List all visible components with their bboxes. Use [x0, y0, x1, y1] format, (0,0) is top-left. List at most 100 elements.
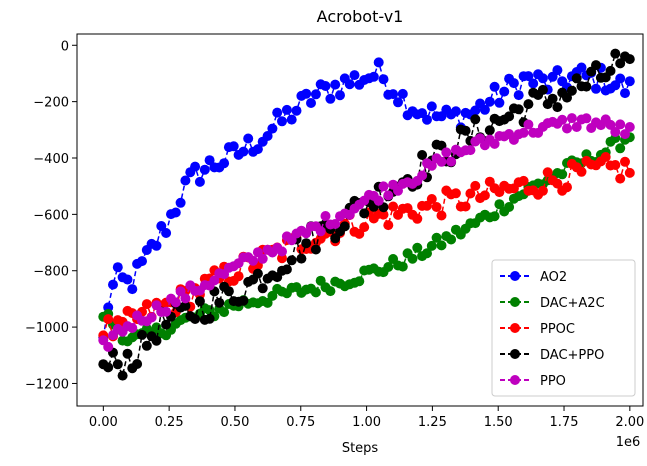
data-point	[504, 111, 515, 122]
data-point	[426, 194, 437, 204]
data-point	[301, 238, 312, 249]
data-point	[431, 202, 442, 212]
data-point	[537, 73, 548, 84]
legend-label: PPO	[540, 374, 566, 389]
data-point	[624, 76, 635, 87]
legend: AO2 DAC+A2C PPOC DAC+PPO PPO	[491, 259, 636, 397]
data-point	[330, 219, 341, 229]
data-point	[170, 207, 181, 218]
data-point	[349, 70, 360, 81]
data-point	[441, 147, 452, 158]
legend-marker	[510, 271, 520, 281]
data-point	[272, 107, 283, 118]
data-point	[591, 83, 601, 94]
data-point	[436, 210, 447, 221]
data-point	[277, 246, 287, 257]
y-tick-label: −600	[33, 208, 69, 223]
data-point	[417, 170, 428, 181]
data-point	[344, 79, 355, 90]
data-point	[315, 226, 326, 237]
data-layer	[98, 48, 635, 381]
data-point	[615, 143, 626, 154]
data-point	[552, 178, 563, 189]
data-point	[238, 295, 249, 306]
data-point	[615, 119, 626, 130]
legend-marker	[510, 323, 520, 333]
data-point	[223, 286, 234, 297]
data-point	[465, 145, 476, 156]
legend-box	[491, 259, 636, 397]
x-tick-label: 0.00	[89, 415, 118, 430]
data-point	[624, 122, 635, 132]
data-point	[103, 341, 114, 352]
data-point	[199, 164, 210, 175]
data-point	[388, 201, 399, 212]
data-point	[465, 188, 476, 199]
data-point	[528, 78, 539, 89]
data-point	[330, 79, 341, 90]
data-point	[494, 199, 505, 210]
data-point	[252, 268, 263, 279]
data-point	[112, 262, 123, 273]
data-point	[103, 362, 114, 373]
data-point	[576, 166, 587, 177]
plot-frame	[76, 33, 644, 407]
legend-label: PPOC	[540, 322, 575, 337]
data-point	[460, 125, 471, 136]
data-point	[378, 181, 389, 192]
data-point	[557, 114, 568, 125]
data-point	[214, 297, 225, 308]
data-point	[484, 96, 495, 107]
data-point	[422, 248, 432, 259]
data-point	[156, 221, 167, 231]
data-point	[470, 114, 481, 125]
data-point	[325, 286, 336, 297]
data-point	[137, 256, 147, 267]
data-point	[359, 222, 370, 233]
data-point	[557, 169, 568, 180]
data-point	[267, 123, 278, 134]
data-point	[591, 60, 601, 71]
data-point	[141, 340, 152, 351]
data-point	[479, 190, 490, 201]
y-tick-label: −200	[33, 96, 69, 111]
data-point	[108, 279, 118, 290]
y-tick-label: −1000	[25, 321, 69, 336]
data-point	[368, 71, 379, 82]
data-point	[513, 104, 524, 115]
data-point	[320, 211, 331, 221]
data-point	[426, 160, 437, 171]
data-point	[335, 90, 345, 101]
data-point	[523, 99, 534, 110]
data-point	[383, 262, 394, 272]
data-point	[252, 144, 263, 155]
data-point	[566, 113, 577, 124]
data-point	[132, 359, 143, 369]
data-point	[127, 323, 138, 333]
data-point	[450, 106, 461, 117]
data-point	[489, 138, 500, 149]
data-point	[141, 299, 152, 310]
data-point	[151, 335, 162, 346]
data-point	[296, 253, 307, 264]
data-point	[277, 116, 287, 127]
chart-title: Acrobot-v1	[317, 7, 404, 26]
data-point	[489, 81, 500, 92]
data-point	[354, 276, 365, 287]
data-point	[161, 228, 172, 238]
data-point	[450, 188, 461, 199]
data-point	[146, 312, 157, 323]
data-point	[624, 167, 635, 178]
y-tick-label: −800	[33, 265, 69, 280]
data-point	[175, 197, 186, 208]
legend-label: AO2	[540, 270, 567, 285]
y-axis: 0 −200 −400 −600 −800 −1000 −1200	[25, 39, 77, 392]
data-point	[542, 167, 553, 178]
data-point	[610, 48, 621, 59]
data-point	[620, 129, 630, 140]
y-tick-label: −1200	[25, 377, 69, 392]
data-point	[190, 161, 201, 172]
data-point	[175, 286, 186, 297]
data-point	[248, 255, 259, 266]
